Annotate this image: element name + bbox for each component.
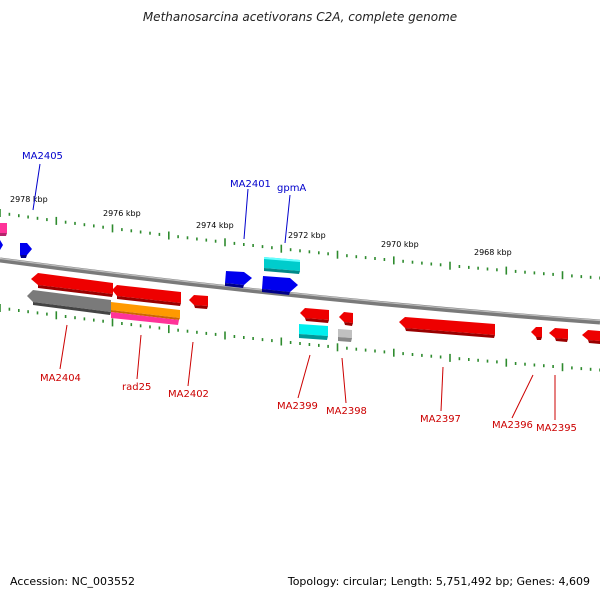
gene-blue-arrow[interactable] [262, 276, 298, 295]
gene-label-rad25[interactable]: rad25 [122, 382, 151, 393]
gene-MA2399-cyan[interactable] [299, 324, 328, 340]
tick-row-lower [0, 304, 600, 372]
gene-orange-segment[interactable] [111, 302, 180, 320]
gene-MA2396-b[interactable] [549, 328, 568, 342]
gene-blue-small[interactable] [20, 243, 32, 258]
kbp-label-2978: 2978 kbp [10, 195, 48, 204]
gene-gpmA[interactable] [264, 257, 300, 274]
gene-label-MA2395[interactable]: MA2395 [536, 423, 577, 434]
gene-label-MA2401[interactable]: MA2401 [230, 179, 271, 190]
gene-MA2401[interactable] [225, 271, 252, 288]
leader-line-MA2397 [440, 366, 444, 412]
gene-label-MA2404[interactable]: MA2404 [40, 373, 81, 384]
gene-MA2398[interactable] [339, 312, 353, 326]
leader-line-MA2404 [59, 324, 68, 370]
genome-summary-text: Topology: circular; Length: 5,751,492 bp… [287, 575, 590, 588]
leader-line-MA2398 [341, 357, 347, 404]
tick-row-upper [0, 209, 600, 280]
gene-MA2402[interactable] [189, 295, 208, 309]
gene-label-MA2405[interactable]: MA2405 [22, 151, 63, 162]
leader-line-rad25 [136, 334, 142, 380]
gene-rad25-segment[interactable] [112, 285, 181, 306]
gene-label-MA2402[interactable]: MA2402 [168, 389, 209, 400]
leader-line-MA2396 [511, 374, 534, 419]
kbp-label-2970: 2970 kbp [381, 240, 419, 249]
leader-line-MA2402 [187, 341, 194, 387]
map-title: Methanosarcina acetivorans C2A, complete… [142, 10, 458, 24]
accession-text: Accession: NC_003552 [10, 575, 136, 588]
kbp-label-2972: 2972 kbp [288, 231, 326, 240]
gene-pseudo-gray[interactable] [27, 290, 111, 315]
gene-MA2396-a[interactable] [531, 327, 542, 340]
leader-line-MA2405 [32, 163, 41, 211]
gene-label-MA2398[interactable]: MA2398 [326, 406, 367, 417]
leader-line-MA2399 [297, 354, 311, 399]
kbp-label-2974: 2974 kbp [196, 221, 234, 230]
gene-label-MA2399[interactable]: MA2399 [277, 401, 318, 412]
gene-MA2398-gray[interactable] [338, 329, 352, 342]
gene-label-MA2396[interactable]: MA2396 [492, 420, 533, 431]
genome-backbone-highlight [0, 257, 600, 322]
gene-magenta-segment[interactable] [111, 312, 179, 325]
gene-pink-partial[interactable] [0, 223, 7, 236]
gene-label-MA2397[interactable]: MA2397 [420, 414, 461, 425]
kbp-label-2968: 2968 kbp [474, 248, 512, 257]
gene-MA2399[interactable] [300, 308, 329, 323]
gene-MA2395[interactable] [582, 330, 600, 344]
gene-MA2397[interactable] [399, 317, 495, 338]
leader-line-gpmA [284, 194, 291, 244]
kbp-label-2976: 2976 kbp [103, 209, 141, 218]
gene-label-gpmA[interactable]: gpmA [277, 183, 306, 194]
genome-backbone [0, 257, 600, 325]
gene-MA2404[interactable] [31, 273, 113, 297]
leader-line-MA2401 [243, 188, 249, 240]
gene-blue-partial-left[interactable] [0, 240, 3, 250]
